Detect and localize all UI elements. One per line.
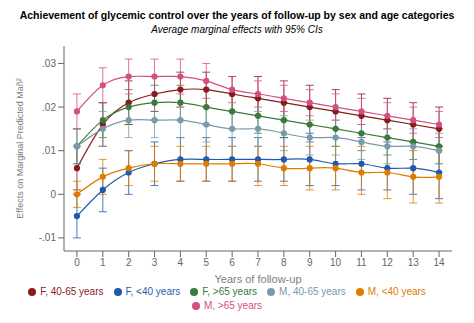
svg-text:Effects on Marginal Predicted: Effects on Marginal Predicted Mañ² — [15, 78, 25, 218]
html-text:F, <40 years: F, <40 years — [125, 286, 181, 297]
svg-text:2: 2 — [126, 257, 132, 268]
svg-text:10: 10 — [330, 257, 342, 268]
svg-text:1: 1 — [100, 257, 106, 268]
svg-text:3: 3 — [152, 257, 158, 268]
svg-text:13: 13 — [408, 257, 420, 268]
svg-text:.01: .01 — [42, 145, 56, 156]
svg-text:0: 0 — [74, 257, 80, 268]
svg-text:12: 12 — [382, 257, 394, 268]
svg-text:14: 14 — [434, 257, 446, 268]
svg-text:.03: .03 — [42, 58, 56, 69]
svg-text:9: 9 — [307, 257, 313, 268]
html-text:Average marginal effects with: Average marginal effects with 95% CIs — [151, 24, 323, 35]
svg-text:7: 7 — [255, 257, 261, 268]
svg-text:Years of follow-up: Years of follow-up — [214, 273, 301, 285]
html-text:F, 40-65 years: F, 40-65 years — [40, 286, 104, 297]
html-text:F, >65 years: F, >65 years — [202, 286, 257, 297]
svg-text:.02: .02 — [42, 102, 56, 113]
html-text:Achievement of glycemic contro: Achievement of glycemic control over the… — [19, 9, 455, 21]
html-text:M, 40-65 years: M, 40-65 years — [279, 286, 346, 297]
svg-text:11: 11 — [356, 257, 367, 268]
svg-text:-.01: -.01 — [39, 232, 57, 243]
html-text:M, >65 years: M, >65 years — [204, 300, 262, 311]
svg-text:0: 0 — [50, 189, 56, 200]
svg-text:8: 8 — [281, 257, 287, 268]
svg-text:4: 4 — [178, 257, 184, 268]
svg-text:6: 6 — [229, 257, 235, 268]
html-text:M, <40 years: M, <40 years — [367, 286, 426, 297]
svg-text:5: 5 — [203, 257, 209, 268]
